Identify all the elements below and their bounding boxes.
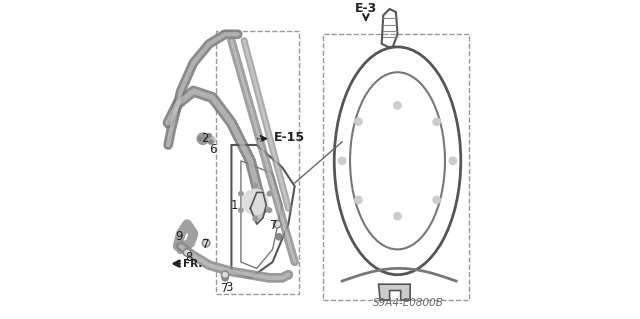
Text: 9: 9 — [175, 230, 183, 243]
Circle shape — [276, 234, 282, 240]
Bar — [323, 34, 468, 300]
Circle shape — [394, 212, 401, 220]
Circle shape — [275, 222, 280, 226]
Circle shape — [433, 196, 440, 204]
Circle shape — [267, 191, 271, 196]
Circle shape — [253, 183, 257, 188]
Polygon shape — [378, 284, 410, 300]
Circle shape — [239, 191, 243, 196]
Text: 2: 2 — [201, 132, 208, 145]
Circle shape — [223, 272, 227, 277]
Circle shape — [198, 137, 202, 141]
Text: S9A4-E0800B: S9A4-E0800B — [373, 298, 444, 308]
Circle shape — [202, 239, 210, 247]
Text: 7: 7 — [221, 282, 229, 295]
Circle shape — [207, 136, 215, 145]
Bar — [216, 31, 300, 294]
Circle shape — [207, 134, 211, 137]
Circle shape — [209, 140, 212, 144]
Circle shape — [355, 196, 362, 204]
Text: E-15: E-15 — [274, 130, 305, 144]
Circle shape — [449, 157, 457, 165]
Circle shape — [394, 102, 401, 109]
Circle shape — [204, 241, 209, 245]
Circle shape — [197, 133, 209, 145]
Circle shape — [273, 220, 281, 228]
Text: 6: 6 — [209, 143, 216, 156]
Text: 1: 1 — [231, 199, 238, 211]
Circle shape — [183, 249, 191, 256]
Polygon shape — [250, 192, 266, 224]
Circle shape — [339, 157, 346, 165]
Circle shape — [355, 118, 362, 125]
Circle shape — [204, 137, 208, 141]
Circle shape — [433, 118, 440, 125]
Circle shape — [239, 208, 243, 212]
Circle shape — [267, 208, 271, 212]
Text: 7: 7 — [202, 238, 209, 251]
Text: FR.: FR. — [183, 259, 203, 269]
Text: 7: 7 — [270, 219, 278, 232]
Text: 8: 8 — [185, 251, 193, 264]
Circle shape — [222, 275, 228, 281]
Text: E-3: E-3 — [355, 2, 377, 15]
Circle shape — [185, 250, 189, 255]
Circle shape — [253, 216, 257, 221]
Text: 3: 3 — [225, 281, 233, 294]
Circle shape — [243, 189, 268, 215]
Circle shape — [221, 271, 229, 278]
